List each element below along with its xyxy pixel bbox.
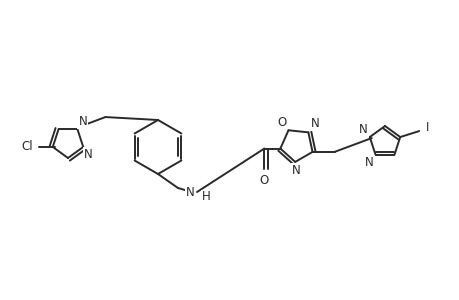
Text: N: N xyxy=(84,148,93,161)
Text: I: I xyxy=(425,121,429,134)
Text: N: N xyxy=(78,115,87,128)
Text: O: O xyxy=(277,116,286,129)
Text: N: N xyxy=(358,123,367,136)
Text: N: N xyxy=(291,164,300,177)
Text: N: N xyxy=(364,156,373,169)
Text: Cl: Cl xyxy=(21,140,33,153)
Text: N: N xyxy=(186,187,195,200)
Text: N: N xyxy=(310,117,319,130)
Text: N: N xyxy=(186,187,195,200)
Text: O: O xyxy=(259,173,269,187)
Text: H: H xyxy=(202,190,210,203)
